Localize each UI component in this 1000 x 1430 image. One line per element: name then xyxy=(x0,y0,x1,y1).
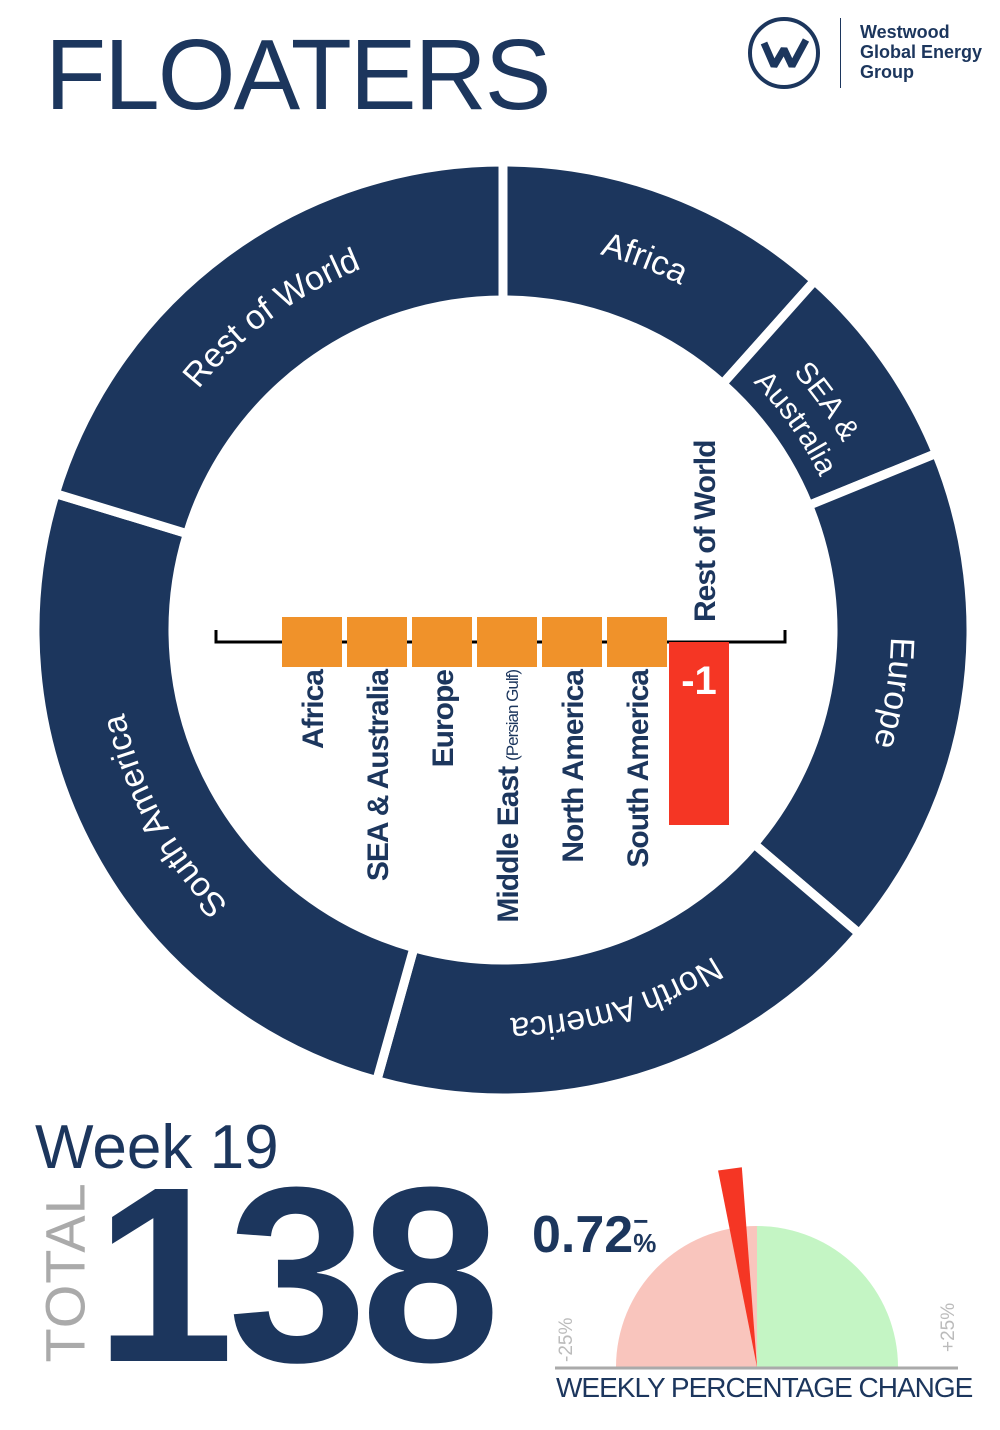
gauge-positive-half xyxy=(757,1226,898,1367)
week-label: Week 19 xyxy=(35,1113,279,1182)
change-percent: % xyxy=(633,1228,657,1258)
category-name: Middle East xyxy=(492,766,525,923)
bar-category-label: Middle East (Persian Gulf) xyxy=(492,670,525,923)
logo-divider xyxy=(840,18,841,88)
bar-category-label: South America xyxy=(622,669,655,868)
bar-zero-marker xyxy=(607,617,667,667)
bar-category-label: North America xyxy=(557,669,590,863)
donut-segment xyxy=(371,837,866,1103)
bar-zero-marker xyxy=(477,617,537,667)
logo-text: Westwood Global Energy Group xyxy=(860,22,982,82)
bar xyxy=(669,642,729,825)
category-name: North America xyxy=(557,669,590,863)
bar-zero-marker xyxy=(282,617,342,667)
category-name: Rest of World xyxy=(689,441,722,622)
category-name: Europe xyxy=(427,670,460,768)
logo-line: Westwood xyxy=(860,22,950,42)
bar-category-label: SEA & Australia xyxy=(362,669,395,881)
category-name: SEA & Australia xyxy=(362,669,395,881)
donut-segment xyxy=(30,487,420,1087)
category-note: (Persian Gulf) xyxy=(503,670,522,761)
logo-w-icon xyxy=(760,38,810,68)
logo-line: Group xyxy=(860,62,914,82)
page-title: FLOATERS xyxy=(45,19,551,131)
logo-line: Global Energy xyxy=(860,42,983,62)
bar-zero-marker xyxy=(412,617,472,667)
bar-zero-marker xyxy=(542,617,602,667)
bar-category-label: Europe xyxy=(427,670,460,768)
weekly-change-value: 0.72−% xyxy=(532,1205,656,1265)
gauge-max-label: +25% xyxy=(938,1303,959,1352)
total-label: TOTAL xyxy=(33,1182,97,1363)
change-unit: −% xyxy=(633,1206,657,1258)
gauge-min-label: -25% xyxy=(556,1318,577,1362)
bar-zero-marker xyxy=(347,617,407,667)
donut-segment xyxy=(747,447,976,940)
bar-data-label: -1 xyxy=(681,659,717,703)
gauge-negative-half xyxy=(616,1226,757,1367)
gauge-label: WEEKLY PERCENTAGE CHANGE xyxy=(556,1372,973,1403)
bar-chart: Africa SEA & Australia Europe Middle East (P… xyxy=(214,441,787,923)
category-name: Africa xyxy=(297,669,330,749)
gauge-chart: -25% +25% xyxy=(555,1167,959,1370)
gauge-needle xyxy=(718,1167,757,1367)
bar-category-label: Rest of World xyxy=(689,441,722,622)
change-sign: − xyxy=(633,1206,649,1236)
westwood-logo xyxy=(748,17,820,89)
change-number: 0.72 xyxy=(532,1206,634,1264)
bar-category-label: Africa xyxy=(297,669,330,749)
total-value: 138 xyxy=(95,1135,500,1414)
category-name: South America xyxy=(622,669,655,868)
donut-segment xyxy=(49,157,508,540)
logo-circle-icon xyxy=(748,17,820,89)
